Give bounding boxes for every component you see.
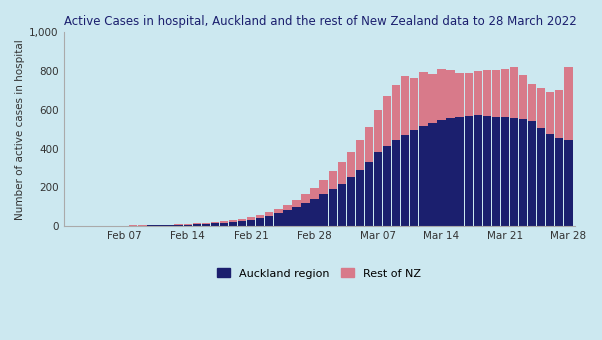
Bar [293,207,300,226]
Bar [265,212,273,216]
Bar [492,117,500,226]
Bar [419,72,427,126]
Bar [474,115,482,226]
Bar [410,130,418,226]
Bar [274,213,282,226]
Bar [338,184,346,226]
Bar [356,140,364,170]
Bar [220,221,228,223]
Bar [492,70,500,117]
Bar [238,219,246,221]
Bar [528,84,536,121]
Bar [147,225,155,226]
Bar [329,171,337,189]
Bar [465,73,473,116]
Bar [465,116,473,226]
Bar [311,199,319,226]
Bar [437,69,445,120]
Bar [157,225,165,226]
Bar [356,170,364,226]
Bar [383,96,391,146]
Bar [274,209,282,213]
Bar [447,70,455,118]
Bar [247,217,255,220]
Bar [166,225,174,226]
Bar [229,220,237,222]
Bar [555,90,563,138]
Y-axis label: Number of active cases in hospital: Number of active cases in hospital [15,39,25,220]
Bar [320,180,328,194]
Bar [211,223,219,226]
Bar [428,74,436,123]
Bar [329,189,337,226]
Bar [347,177,355,226]
Bar [265,216,273,226]
Bar [338,162,346,184]
Bar [193,223,201,224]
Bar [510,118,518,226]
Bar [302,194,309,203]
Bar [510,67,518,118]
Bar [347,152,355,177]
Bar [383,146,391,226]
Bar [238,221,246,226]
Bar [501,118,509,226]
Bar [410,78,418,130]
Bar [483,116,491,226]
Bar [220,223,228,226]
Bar [202,223,210,224]
Bar [175,225,183,226]
Bar [184,224,192,225]
Bar [302,203,309,226]
Bar [374,110,382,153]
Bar [293,200,300,207]
Bar [447,118,455,226]
Bar [428,123,436,226]
Bar [519,75,527,119]
Bar [456,117,464,226]
Bar [456,73,464,117]
Bar [501,69,509,118]
Bar [175,224,183,225]
Bar [546,134,554,226]
Bar [437,120,445,226]
Bar [555,138,563,226]
Bar [528,121,536,226]
Bar [283,205,291,210]
Bar [256,218,264,226]
Bar [374,153,382,226]
Bar [564,67,573,140]
Bar [202,224,210,226]
Bar [537,128,545,226]
Bar [229,222,237,226]
Bar [365,127,373,162]
Bar [193,224,201,226]
Bar [320,194,328,226]
Text: Active Cases in hospital, Auckland and the rest of New Zealand data to 28 March : Active Cases in hospital, Auckland and t… [64,15,576,28]
Bar [392,140,400,226]
Bar [311,188,319,199]
Bar [546,92,554,134]
Bar [519,119,527,226]
Bar [537,88,545,128]
Bar [419,126,427,226]
Bar [184,225,192,226]
Bar [483,70,491,116]
Bar [474,71,482,115]
Bar [211,222,219,223]
Bar [365,162,373,226]
Bar [247,220,255,226]
Bar [401,135,409,226]
Bar [401,76,409,135]
Bar [283,210,291,226]
Bar [256,215,264,218]
Bar [564,140,573,226]
Bar [392,85,400,140]
Legend: Auckland region, Rest of NZ: Auckland region, Rest of NZ [213,264,426,283]
